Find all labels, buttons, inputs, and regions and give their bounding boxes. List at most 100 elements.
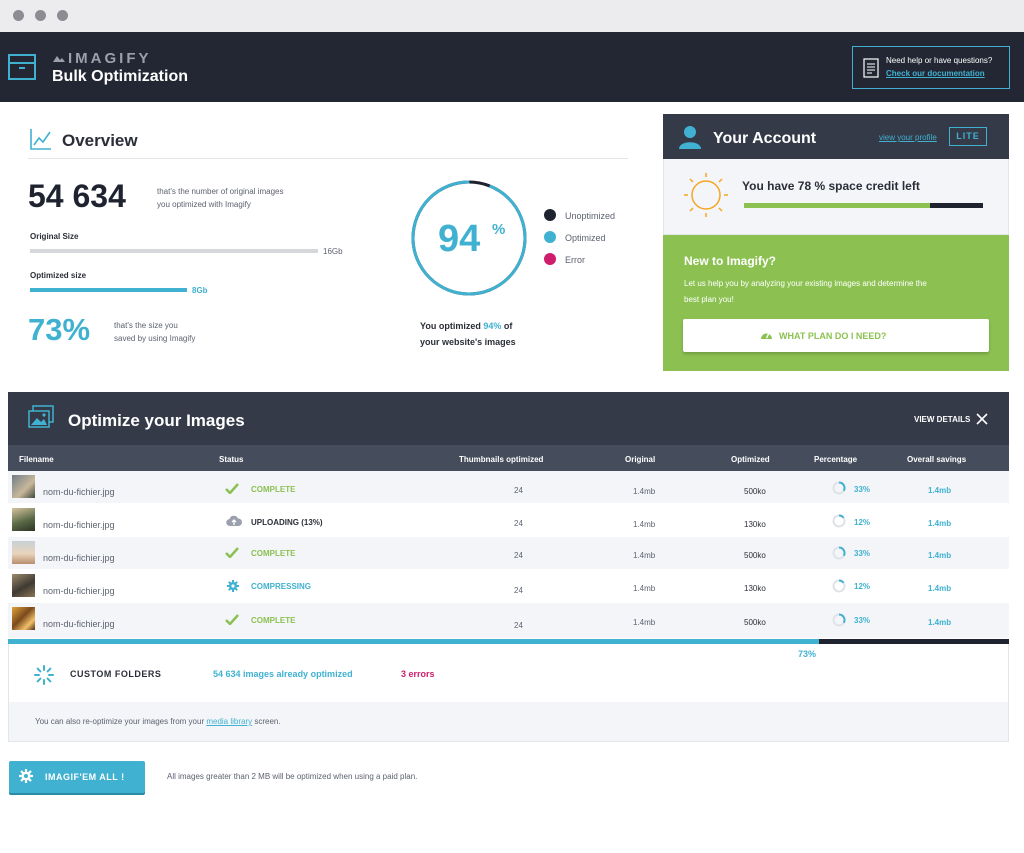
legend-dot-optimized	[544, 231, 556, 243]
imagif-em-all-button[interactable]: IMAGIF'EM ALL !	[9, 761, 145, 793]
original-size: 1.4mb	[633, 487, 656, 496]
cloud-upload-icon	[226, 515, 242, 527]
col-filename[interactable]: Filename	[19, 455, 54, 464]
optimization-progress-bar	[8, 639, 1009, 644]
optimized-size-bar	[30, 288, 187, 292]
check-icon	[225, 547, 239, 558]
user-icon	[679, 126, 701, 149]
percentage-value: 12%	[854, 582, 871, 591]
savings-value: 1.4mb	[928, 551, 952, 560]
check-icon	[225, 614, 239, 625]
savings-value: 1.4mb	[928, 584, 952, 593]
custom-folders-label[interactable]: CUSTOM FOLDERS	[70, 669, 162, 679]
optimized-size: 130ko	[744, 584, 766, 593]
already-optimized-text: 54 634 images already optimized	[213, 669, 353, 679]
file-thumbnail	[12, 574, 35, 597]
original-size: 1.4mb	[633, 584, 656, 593]
table-row[interactable]: nom-du-fichier.jpg COMPRESSING 24 1.4mb …	[8, 570, 1009, 603]
documentation-link[interactable]: Check our documentation	[886, 69, 985, 78]
window-close-dot[interactable]	[13, 10, 24, 21]
caption-line2: your website's images	[420, 337, 516, 347]
page-title: Bulk Optimization	[52, 68, 188, 85]
original-size: 1.4mb	[633, 618, 656, 627]
progress-fill	[8, 639, 819, 644]
brand-name: IMAGIFY	[68, 50, 152, 67]
caption-pre: You optimized	[420, 321, 484, 331]
percentage-ring-icon	[832, 613, 846, 627]
errors-count[interactable]: 3 errors	[401, 669, 435, 679]
status-text: COMPRESSING	[251, 582, 312, 591]
table-row[interactable]: nom-du-fichier.jpg UPLOADING (13%) 24 1.…	[8, 504, 1009, 537]
new-to-imagify-title: New to Imagify?	[684, 254, 777, 268]
box-icon	[8, 54, 36, 80]
plan-badge: LITE	[949, 127, 987, 146]
saved-desc-line2: saved by using Imagify	[114, 334, 196, 343]
col-original[interactable]: Original	[625, 455, 656, 464]
percentage-ring-icon	[832, 481, 846, 495]
col-thumbnails[interactable]: Thumbnails optimized	[459, 455, 544, 464]
legend-dot-unoptimized	[544, 209, 556, 221]
count-desc-line1: that's the number of original images	[157, 187, 284, 196]
view-profile-link[interactable]: view your profile	[879, 133, 937, 142]
what-plan-label: WHAT PLAN DO I NEED?	[779, 331, 887, 341]
thumbs-count: 24	[514, 551, 523, 560]
document-icon	[863, 58, 879, 78]
status-text: UPLOADING (13%)	[251, 518, 323, 527]
window-minimize-dot[interactable]	[35, 10, 46, 21]
sun-icon	[684, 173, 728, 217]
credit-bar	[744, 203, 983, 208]
donut-percentage: 94	[438, 218, 481, 260]
account-header: Your Account view your profile LITE	[663, 114, 1009, 159]
app-header	[0, 32, 1024, 102]
optimized-size: 500ko	[744, 618, 766, 627]
imagif-em-all-label: IMAGIF'EM ALL !	[45, 772, 125, 782]
col-optimized[interactable]: Optimized	[731, 455, 770, 464]
file-thumbnail	[12, 541, 35, 564]
percentage-ring-icon	[832, 514, 846, 528]
percentage-value: 33%	[854, 616, 871, 625]
table-row[interactable]: nom-du-fichier.jpg COMPLETE 24 1.4mb 500…	[8, 603, 1009, 639]
close-icon[interactable]	[976, 413, 988, 425]
optimization-donut-chart	[411, 180, 527, 296]
status-text: COMPLETE	[251, 549, 296, 558]
help-box[interactable]: Need help or have questions? Check our d…	[852, 46, 1010, 89]
donut-caption: You optimized 94% of your website's imag…	[420, 318, 516, 350]
reoptimize-pre: You can also re-optimize your images fro…	[35, 717, 207, 726]
legend-optimized: Optimized	[565, 233, 606, 243]
original-size-value: 16Gb	[323, 247, 343, 256]
saved-percentage: 73%	[28, 312, 91, 347]
optimized-size: 500ko	[744, 551, 766, 560]
media-library-link[interactable]: media library	[206, 717, 253, 726]
thumbs-count: 24	[514, 586, 523, 595]
file-name: nom-du-fichier.jpg	[43, 520, 115, 530]
new-to-imagify-desc: Let us help you by analyzing your existi…	[684, 276, 927, 308]
reoptimize-footer: You can also re-optimize your images fro…	[8, 702, 1009, 742]
file-name: nom-du-fichier.jpg	[43, 586, 115, 596]
optimize-heading: Optimize your Images	[68, 411, 245, 430]
original-size-label: Original Size	[30, 232, 79, 241]
credit-text: You have 78 % space credit left	[742, 179, 920, 193]
check-icon	[225, 483, 239, 494]
optimized-size: 130ko	[744, 520, 766, 529]
table-row[interactable]: nom-du-fichier.jpg COMPLETE 24 1.4mb 500…	[8, 537, 1009, 570]
browser-chrome	[0, 0, 1024, 32]
col-status[interactable]: Status	[219, 455, 244, 464]
savings-value: 1.4mb	[928, 618, 952, 627]
account-heading: Your Account	[713, 130, 817, 147]
optimized-size-value: 8Gb	[192, 286, 208, 295]
thumbs-count: 24	[514, 519, 523, 528]
original-size: 1.4mb	[633, 520, 656, 529]
percentage-value: 12%	[854, 518, 871, 527]
saved-description: that's the size you saved by using Imagi…	[114, 319, 195, 345]
view-details-link[interactable]: VIEW DETAILS	[914, 415, 971, 424]
new-desc-line2: best plan you!	[684, 295, 734, 304]
table-row[interactable]: nom-du-fichier.jpg COMPLETE 24 1.4mb 500…	[8, 471, 1009, 504]
what-plan-button[interactable]: WHAT PLAN DO I NEED?	[683, 319, 989, 352]
optimize-header: Optimize your Images VIEW DETAILS	[8, 392, 1009, 445]
window-zoom-dot[interactable]	[57, 10, 68, 21]
col-overall-savings[interactable]: Overall savings	[907, 455, 967, 464]
saved-desc-line1: that's the size you	[114, 321, 178, 330]
table-header	[8, 445, 1009, 471]
col-percentage[interactable]: Percentage	[814, 455, 858, 464]
percentage-ring-icon	[832, 579, 846, 593]
